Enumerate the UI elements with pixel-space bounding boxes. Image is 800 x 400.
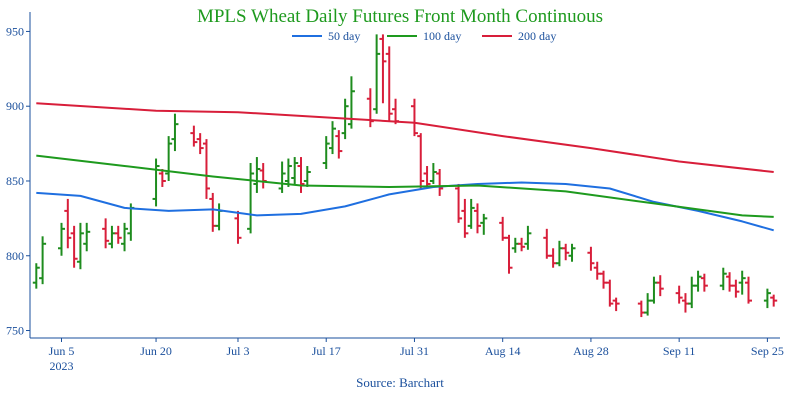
x-tick-label: Jul 31	[400, 344, 429, 358]
legend-label: 50 day	[328, 29, 360, 43]
y-tick-label: 750	[6, 324, 24, 338]
moving-average-line	[36, 154, 774, 218]
y-tick-label: 900	[6, 99, 24, 113]
x-tick-label: Jun 20	[140, 344, 172, 358]
y-tick-label: 950	[6, 24, 24, 38]
y-tick-label: 800	[6, 249, 24, 263]
x-tick-year: 2023	[50, 359, 74, 373]
x-tick-label: Aug 14	[485, 344, 521, 358]
x-tick-label: Jul 3	[226, 344, 249, 358]
x-tick-label: Aug 28	[573, 344, 609, 358]
moving-average-line	[36, 181, 774, 232]
x-tick-label: Sep 11	[663, 344, 696, 358]
moving-average-line	[36, 102, 774, 173]
legend-label: 200 day	[518, 29, 556, 43]
legend-label: 100 day	[423, 29, 461, 43]
source-note: Source: Barchart	[356, 375, 444, 390]
x-tick-label: Jun 5	[49, 344, 75, 358]
y-tick-label: 850	[6, 174, 24, 188]
x-tick-label: Jul 17	[312, 344, 341, 358]
x-tick-label: Sep 25	[751, 344, 784, 358]
chart-title: MPLS Wheat Daily Futures Front Month Con…	[197, 6, 603, 27]
